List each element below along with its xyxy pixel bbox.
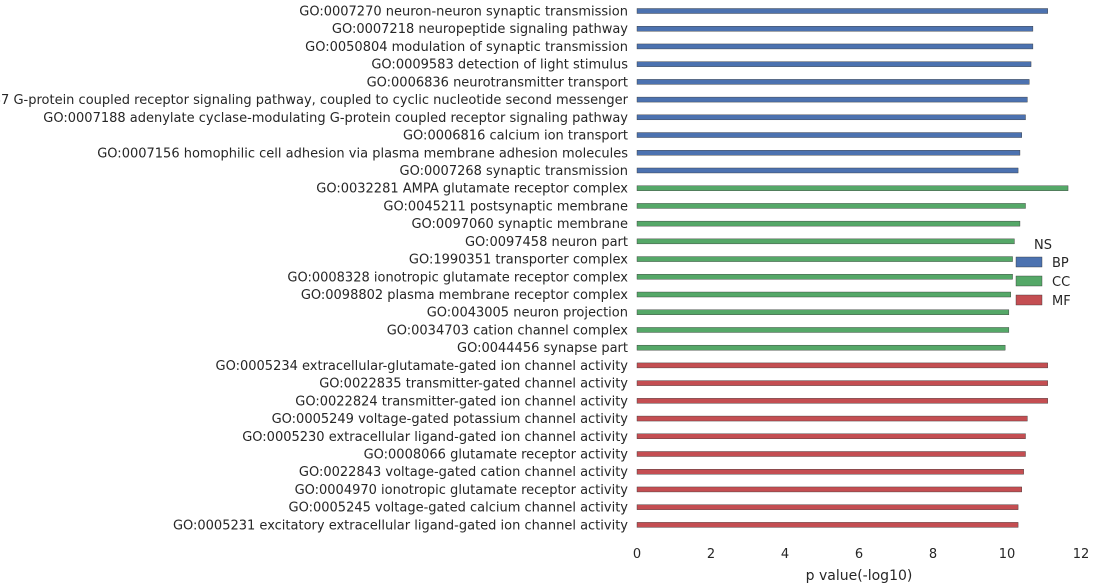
x-tick-label: 10 bbox=[999, 547, 1016, 562]
bar-bp bbox=[636, 79, 1030, 85]
bar-bp bbox=[636, 132, 1022, 138]
legend-label-cc: CC bbox=[1052, 275, 1070, 290]
category-label: GO:0005249 voltage-gated potassium chann… bbox=[272, 412, 629, 427]
bar-cc bbox=[636, 291, 1011, 298]
category-label: GO:0007156 homophilic cell adhesion via … bbox=[97, 146, 628, 161]
category-label: GO:0007187 G-protein coupled receptor si… bbox=[0, 93, 629, 108]
category-label: GO:0034703 cation channel complex bbox=[387, 323, 629, 338]
category-label: GO:0005234 extracellular-glutamate-gated… bbox=[216, 359, 629, 374]
legend-swatch-bp bbox=[1015, 256, 1043, 268]
bar-mf bbox=[636, 380, 1048, 386]
bar-mf bbox=[636, 362, 1048, 369]
x-tick-label: 0 bbox=[633, 547, 641, 562]
category-label: GO:0022824 transmitter-gated ion channel… bbox=[295, 394, 628, 409]
bar-mf bbox=[636, 469, 1024, 475]
bar-bp bbox=[636, 167, 1019, 174]
x-tick-label: 4 bbox=[781, 547, 789, 562]
bar-mf bbox=[636, 486, 1022, 493]
x-tick-label: 6 bbox=[855, 547, 863, 562]
bar-cc bbox=[636, 238, 1015, 245]
bar-cc bbox=[636, 185, 1069, 191]
category-label: GO:1990351 transporter complex bbox=[409, 253, 628, 268]
x-tick-label: 8 bbox=[929, 547, 937, 562]
bar-mf bbox=[636, 415, 1028, 422]
legend-title: NS bbox=[1034, 238, 1052, 253]
category-label: GO:0044456 synapse part bbox=[457, 341, 628, 356]
category-label: GO:0007270 neuron-neuron synaptic transm… bbox=[299, 5, 628, 20]
bars-layer bbox=[636, 8, 1069, 528]
x-axis-title: p value(-log10) bbox=[806, 568, 913, 584]
legend-label-bp: BP bbox=[1052, 256, 1069, 271]
category-label: GO:0022835 transmitter-gated channel act… bbox=[319, 377, 628, 392]
bar-bp bbox=[636, 96, 1028, 103]
category-label: GO:0008066 glutamate receptor activity bbox=[364, 448, 629, 463]
category-label: GO:0005230 extracellular ligand-gated io… bbox=[242, 430, 628, 445]
bar-bp bbox=[636, 61, 1032, 67]
bar-mf bbox=[636, 433, 1026, 439]
category-label: GO:0005245 voltage-gated calcium channel… bbox=[289, 501, 629, 516]
category-label: GO:0097060 synaptic membrane bbox=[411, 217, 628, 232]
category-label: GO:0022843 voltage-gated cation channel … bbox=[299, 465, 628, 480]
bar-bp bbox=[636, 43, 1034, 50]
bar-mf bbox=[636, 451, 1026, 457]
category-labels: GO:0007270 neuron-neuron synaptic transm… bbox=[0, 5, 629, 534]
category-label: GO:0007218 neuropeptide signaling pathwa… bbox=[332, 22, 628, 37]
category-label: GO:0005231 excitatory extracellular liga… bbox=[173, 518, 628, 533]
category-label: GO:0032281 AMPA glutamate receptor compl… bbox=[316, 182, 628, 197]
legend-swatch-cc bbox=[1015, 275, 1043, 287]
category-label: GO:0043005 neuron projection bbox=[427, 306, 628, 321]
bar-cc bbox=[636, 203, 1026, 209]
bar-cc bbox=[636, 256, 1013, 262]
bar-mf bbox=[636, 398, 1048, 404]
legend: NS BP CC MF bbox=[1015, 238, 1071, 309]
bar-bp bbox=[636, 114, 1026, 121]
x-tick-label: 2 bbox=[707, 547, 715, 562]
bar-mf bbox=[636, 504, 1019, 510]
category-label: GO:0006836 neurotransmitter transport bbox=[367, 75, 628, 90]
bar-cc bbox=[636, 309, 1010, 315]
x-tick-label: 12 bbox=[1073, 547, 1090, 562]
category-label: GO:0050804 modulation of synaptic transm… bbox=[305, 40, 628, 55]
category-label: GO:0004970 ionotropic glutamate receptor… bbox=[295, 483, 629, 498]
category-label: GO:0008328 ionotropic glutamate receptor… bbox=[287, 270, 628, 285]
category-label: GO:0007268 synaptic transmission bbox=[400, 164, 628, 179]
bar-bp bbox=[636, 8, 1048, 14]
category-label: GO:0097458 neuron part bbox=[465, 235, 628, 250]
bar-bp bbox=[636, 150, 1021, 156]
bar-cc bbox=[636, 327, 1010, 333]
bar-cc bbox=[636, 274, 1013, 280]
bar-bp bbox=[636, 26, 1034, 32]
x-axis-ticks: 0 2 4 6 8 10 12 bbox=[633, 547, 1089, 562]
legend-label-mf: MF bbox=[1052, 294, 1071, 309]
category-label: GO:0009583 detection of light stimulus bbox=[371, 58, 628, 73]
bar-cc bbox=[636, 344, 1006, 351]
category-label: GO:0098802 plasma membrane receptor comp… bbox=[301, 288, 628, 303]
category-label: GO:0006816 calcium ion transport bbox=[403, 129, 628, 144]
legend-swatch-mf bbox=[1015, 294, 1043, 306]
category-label: GO:0007188 adenylate cyclase-modulating … bbox=[43, 111, 628, 126]
category-label: GO:0045211 postsynaptic membrane bbox=[383, 199, 628, 214]
bar-cc bbox=[636, 220, 1021, 227]
bar-mf bbox=[636, 522, 1019, 528]
